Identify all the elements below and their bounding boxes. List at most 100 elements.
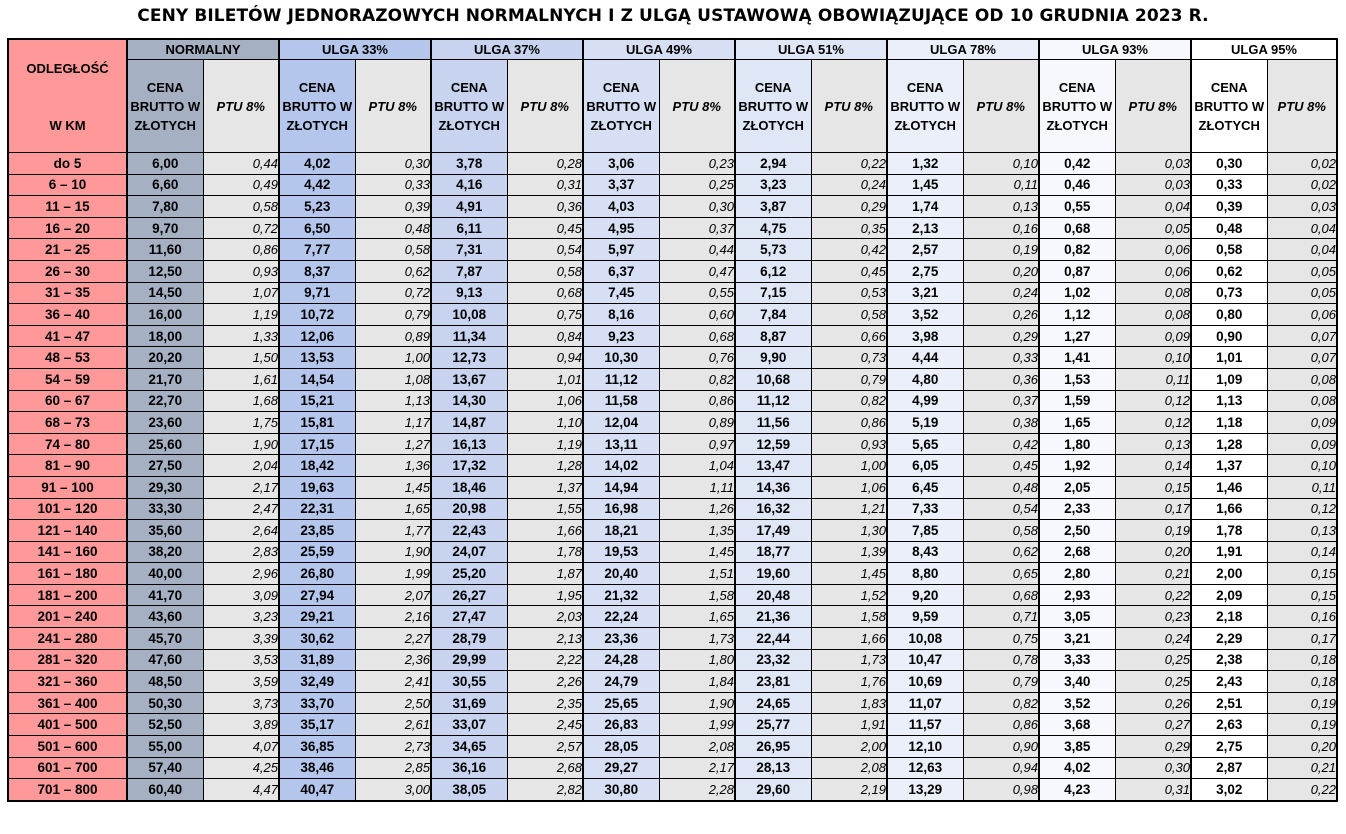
ptu-cell: 1,45 <box>354 475 432 499</box>
table-row: 31 – 35 14,50 1,07 9,71 0,72 9,13 0,68 7,45 0,55… <box>7 281 1338 305</box>
price-cell: 8,87 <box>734 324 812 348</box>
table-row: 121 – 140 35,60 2,64 23,85 1,77 22,43 1,66 18,2… <box>7 519 1338 542</box>
ptu-cell: 0,44 <box>202 152 280 175</box>
ptu-cell: 0,58 <box>202 195 280 218</box>
ptu-cell: 1,04 <box>658 454 736 477</box>
ptu-cell: 0,13 <box>1114 432 1192 456</box>
table-row: 101 – 120 33,30 2,47 22,31 1,65 20,98 1,55 16,9… <box>7 497 1338 521</box>
ptu-cell: 0,42 <box>962 432 1040 456</box>
price-cell: 2,93 <box>1038 583 1116 607</box>
price-cell: 43,60 <box>126 605 204 629</box>
distance-cell: 16 – 20 <box>7 216 128 240</box>
price-cell: 30,62 <box>278 627 356 650</box>
ptu-cell: 0,29 <box>810 195 888 218</box>
ptu-cell: 1,65 <box>354 497 432 521</box>
ptu-cell: 1,58 <box>658 583 736 607</box>
ptu-cell: 0,35 <box>810 216 888 240</box>
page-title: CENY BILETÓW JEDNORAZOWYCH NORMALNYCH I … <box>137 6 1209 26</box>
price-cell: 29,99 <box>430 648 508 672</box>
price-cell: 2,57 <box>886 238 964 261</box>
price-cell: 6,11 <box>430 216 508 240</box>
price-cell: 0,46 <box>1038 173 1116 197</box>
ptu-cell: 0,11 <box>1114 367 1192 391</box>
ptu-cell: 0,25 <box>1114 648 1192 672</box>
table-row: 241 – 280 45,70 3,39 30,62 2,27 28,79 2,13 23,3… <box>7 627 1338 650</box>
price-cell: 28,79 <box>430 627 508 650</box>
price-cell: 27,94 <box>278 583 356 607</box>
price-cell: 2,33 <box>1038 497 1116 521</box>
ptu-cell: 0,06 <box>1266 303 1338 326</box>
ptu-cell: 0,10 <box>1114 346 1192 369</box>
ptu-cell: 0,08 <box>1114 281 1192 305</box>
ptu-cell: 3,89 <box>202 713 280 737</box>
ptu-cell: 0,23 <box>1114 605 1192 629</box>
price-cell: 8,43 <box>886 540 964 564</box>
price-cell: 23,85 <box>278 519 356 542</box>
ptu-cell: 2,45 <box>506 713 584 737</box>
ptu-cell: 0,13 <box>962 195 1040 218</box>
price-cell: 35,17 <box>278 713 356 737</box>
ptu-cell: 0,21 <box>1266 756 1338 780</box>
price-cell: 1,59 <box>1038 389 1116 413</box>
ptu-cell: 2,04 <box>202 454 280 477</box>
ptu-cell: 0,13 <box>1266 519 1338 542</box>
ptu-cell: 1,06 <box>506 389 584 413</box>
price-cell: 10,68 <box>734 367 812 391</box>
price-cell: 0,55 <box>1038 195 1116 218</box>
price-cell: 8,37 <box>278 259 356 283</box>
ptu-cell: 1,84 <box>658 670 736 693</box>
ptu-cell: 3,00 <box>354 778 432 802</box>
price-column-header: CENA BRUTTO W ZŁOTYCH <box>886 59 964 153</box>
ptu-cell: 1,19 <box>202 303 280 326</box>
price-cell: 14,54 <box>278 367 356 391</box>
ptu-column-header: PTU 8% <box>354 59 432 153</box>
price-cell: 3,33 <box>1038 648 1116 672</box>
ptu-cell: 0,89 <box>354 324 432 348</box>
ptu-cell: 0,26 <box>962 303 1040 326</box>
price-cell: 6,05 <box>886 454 964 477</box>
ptu-cell: 2,41 <box>354 670 432 693</box>
header-row-groups: ODLEGŁOŚĆ W KM NORMALNY ULGA 33% ULGA 37… <box>7 38 1338 153</box>
price-cell: 4,99 <box>886 389 964 413</box>
price-cell: 9,71 <box>278 281 356 305</box>
price-cell: 33,70 <box>278 691 356 715</box>
ptu-cell: 4,25 <box>202 756 280 780</box>
price-cell: 3,87 <box>734 195 812 218</box>
ptu-cell: 0,18 <box>1266 670 1338 693</box>
price-cell: 23,32 <box>734 648 812 672</box>
distance-cell: 6 – 10 <box>7 173 128 197</box>
ptu-cell: 1,83 <box>810 691 888 715</box>
price-cell: 3,37 <box>582 173 660 197</box>
ptu-cell: 0,25 <box>1114 670 1192 693</box>
price-cell: 20,20 <box>126 346 204 369</box>
price-cell: 0,33 <box>1190 173 1268 197</box>
price-cell: 47,60 <box>126 648 204 672</box>
ptu-column-header: PTU 8% <box>810 59 888 153</box>
price-cell: 10,08 <box>430 303 508 326</box>
price-cell: 33,07 <box>430 713 508 737</box>
ptu-cell: 1,91 <box>810 713 888 737</box>
ptu-cell: 0,14 <box>1114 454 1192 477</box>
ptu-cell: 1,27 <box>354 432 432 456</box>
ptu-cell: 2,07 <box>354 583 432 607</box>
price-cell: 8,16 <box>582 303 660 326</box>
ptu-column-header: PTU 8% <box>962 59 1040 153</box>
ptu-cell: 1,90 <box>658 691 736 715</box>
ptu-cell: 1,90 <box>202 432 280 456</box>
group-header-ulga-78: ULGA 78% <box>886 38 1040 60</box>
distance-cell: 401 – 500 <box>7 713 128 737</box>
price-cell: 0,68 <box>1038 216 1116 240</box>
price-cell: 29,30 <box>126 475 204 499</box>
price-cell: 11,57 <box>886 713 964 737</box>
group-header-ulga-95: ULGA 95% <box>1190 38 1338 60</box>
distance-cell: 26 – 30 <box>7 259 128 283</box>
distance-cell: 54 – 59 <box>7 367 128 391</box>
ptu-cell: 0,75 <box>506 303 584 326</box>
ptu-cell: 1,77 <box>354 519 432 542</box>
ptu-cell: 1,90 <box>354 540 432 564</box>
ptu-cell: 0,28 <box>506 152 584 175</box>
price-cell: 1,80 <box>1038 432 1116 456</box>
price-cell: 12,63 <box>886 756 964 780</box>
price-cell: 3,68 <box>1038 713 1116 737</box>
price-cell: 24,79 <box>582 670 660 693</box>
